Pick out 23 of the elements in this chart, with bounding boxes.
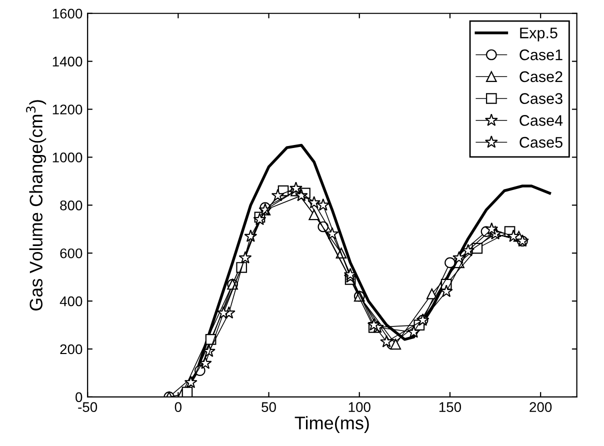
y-tick-label: 400 [60, 296, 82, 306]
legend-label: Case4 [520, 115, 563, 126]
y-tick-label: 1600 [52, 8, 82, 19]
x-tick-label: 100 [348, 402, 370, 412]
y-tick-label: 1200 [52, 104, 82, 114]
y-axis-title: Gas Volume Change(cm$^{3}$) [26, 100, 46, 311]
x-axis-title: Time(ms) [294, 416, 369, 433]
legend-label: Case1 [520, 49, 562, 60]
legend-label: Case5 [520, 136, 562, 148]
x-tick-label: -50 [78, 402, 98, 412]
y-tick-label: 1000 [52, 152, 82, 162]
legend-label: Exp.5 [520, 28, 558, 42]
x-tick-label: 0 [174, 402, 182, 412]
x-tick-label: 150 [439, 402, 462, 412]
y-tick-label: 600 [60, 248, 82, 258]
x-tick-label: 200 [530, 402, 552, 412]
legend-label: Case2 [520, 71, 562, 82]
y-tick-label: 800 [60, 200, 82, 210]
y-tick-label: 200 [60, 344, 82, 354]
y-tick-label: 1400 [52, 56, 82, 66]
legend-label: Case3 [520, 93, 562, 104]
x-tick-label: 50 [262, 402, 276, 412]
y-tick-label: 0 [76, 392, 82, 402]
